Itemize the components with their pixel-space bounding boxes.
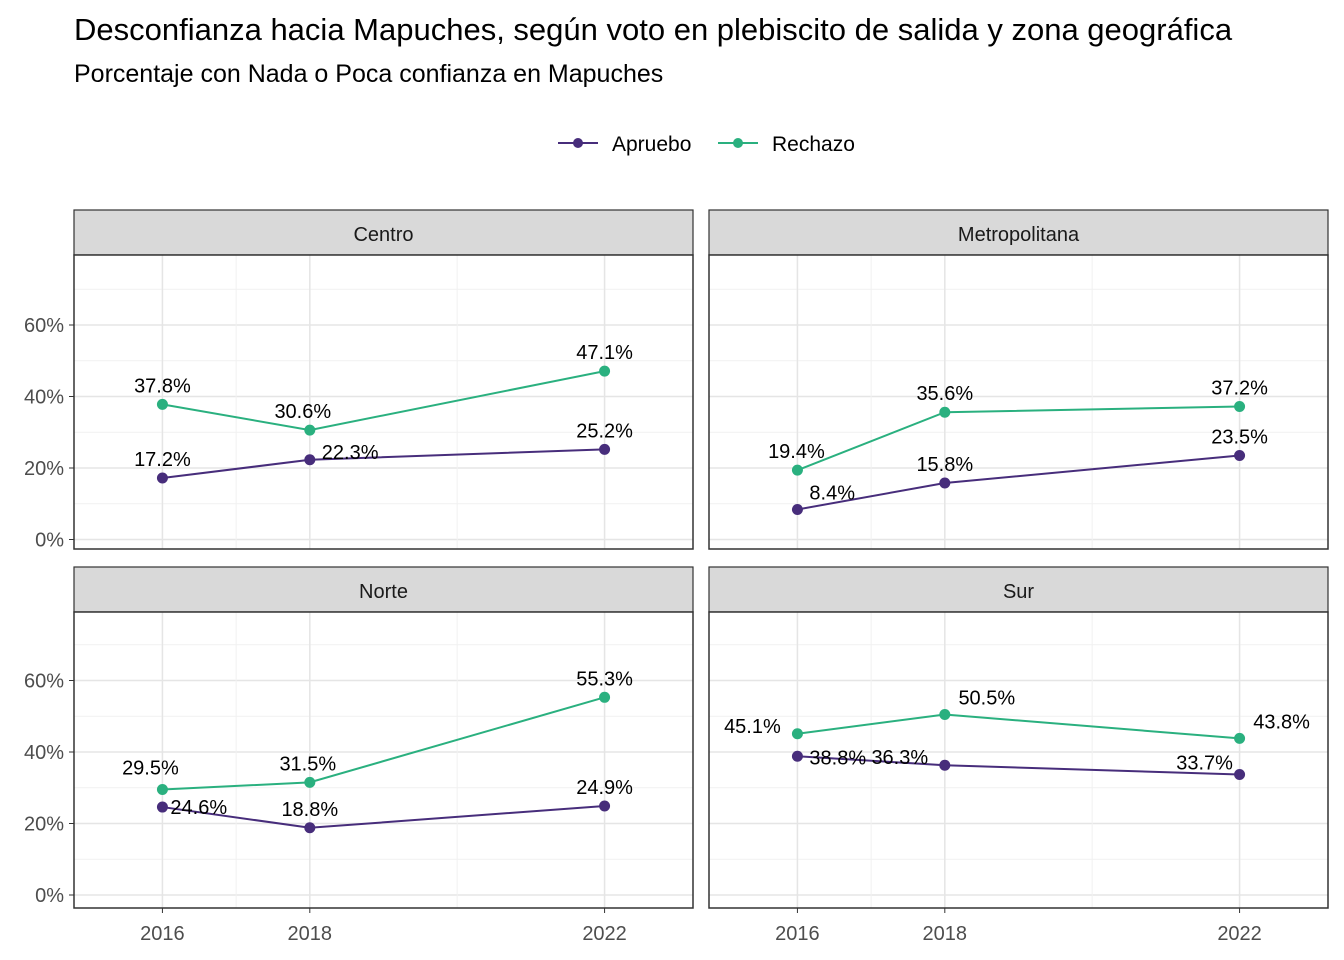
- x-tick-label: 2018: [923, 923, 968, 945]
- facet-border: [73, 611, 694, 909]
- data-label: 30.6%: [274, 401, 331, 423]
- y-tick-label: 60%: [24, 671, 64, 693]
- data-point: [156, 472, 168, 484]
- data-label: 17.2%: [134, 449, 191, 471]
- y-tick-label: 40%: [24, 387, 64, 409]
- y-tick-label: 0%: [35, 530, 64, 552]
- y-tick-label: 20%: [24, 814, 64, 836]
- y-tick-label: 20%: [24, 458, 64, 480]
- x-tick-label: 2022: [582, 923, 627, 945]
- data-label: 37.2%: [1211, 378, 1268, 400]
- facet-label: Metropolitana: [958, 224, 1080, 246]
- data-point: [939, 477, 951, 489]
- facet-label: Norte: [359, 581, 408, 603]
- data-label: 33.7%: [1176, 753, 1233, 775]
- data-point: [156, 398, 168, 410]
- facet-panel: [74, 255, 693, 549]
- chart-title: Desconfianza hacia Mapuches, según voto …: [74, 12, 1233, 47]
- data-point: [939, 406, 951, 418]
- data-point: [1234, 769, 1246, 781]
- data-label: 24.9%: [576, 777, 633, 799]
- facet-label: Sur: [1003, 581, 1034, 603]
- data-point: [791, 728, 803, 740]
- data-label: 37.8%: [134, 375, 191, 397]
- data-point: [599, 691, 611, 703]
- data-point: [599, 443, 611, 455]
- y-tick-label: 0%: [35, 885, 64, 907]
- facet-panel: [74, 612, 693, 908]
- legend-label: Rechazo: [772, 133, 855, 156]
- data-point: [304, 822, 316, 834]
- data-label: 24.6%: [170, 797, 227, 819]
- data-point: [1234, 732, 1246, 744]
- data-label: 36.3%: [871, 747, 928, 769]
- data-label: 29.5%: [122, 758, 179, 780]
- data-label: 8.4%: [809, 482, 855, 504]
- data-label: 35.6%: [916, 383, 973, 405]
- data-point: [791, 503, 803, 515]
- data-label: 47.1%: [576, 342, 633, 364]
- facet-label: Centro: [353, 224, 413, 246]
- data-point: [156, 801, 168, 813]
- data-label: 43.8%: [1253, 711, 1310, 733]
- y-tick-label: 60%: [24, 315, 64, 337]
- data-point: [791, 464, 803, 476]
- data-point: [304, 454, 316, 466]
- y-tick-label: 40%: [24, 742, 64, 764]
- data-point: [939, 759, 951, 771]
- facet-panel: [709, 255, 1328, 549]
- data-label: 23.5%: [1211, 426, 1268, 448]
- data-label: 19.4%: [768, 441, 825, 463]
- legend-key-point: [733, 138, 743, 148]
- facet-strip: [708, 209, 1329, 256]
- data-point: [1234, 449, 1246, 461]
- facet-strip: [708, 566, 1329, 613]
- data-point: [791, 750, 803, 762]
- data-label: 50.5%: [958, 687, 1015, 709]
- data-label: 55.3%: [576, 668, 633, 690]
- legend-label: Apruebo: [612, 133, 691, 156]
- x-tick-label: 2016: [775, 923, 820, 945]
- data-label: 22.3%: [322, 442, 379, 464]
- data-point: [156, 784, 168, 796]
- data-point: [599, 800, 611, 812]
- data-point: [304, 424, 316, 436]
- facet-panel: [709, 612, 1328, 908]
- data-point: [1234, 401, 1246, 413]
- data-point: [304, 776, 316, 788]
- facet-strip: [73, 209, 694, 256]
- data-label: 18.8%: [281, 799, 338, 821]
- data-label: 31.5%: [279, 753, 336, 775]
- facet-strip: [73, 566, 694, 613]
- x-tick-label: 2018: [288, 923, 333, 945]
- facet-border: [708, 254, 1329, 550]
- data-label: 15.8%: [916, 454, 973, 476]
- data-label: 25.2%: [576, 420, 633, 442]
- facet-border: [708, 611, 1329, 909]
- data-point: [939, 708, 951, 720]
- x-tick-label: 2022: [1217, 923, 1262, 945]
- x-tick-label: 2016: [140, 923, 185, 945]
- data-label: 45.1%: [724, 716, 781, 738]
- facet-border: [73, 254, 694, 550]
- data-label: 38.8%: [809, 747, 866, 769]
- legend-key-point: [573, 138, 583, 148]
- data-point: [599, 365, 611, 377]
- chart-subtitle: Porcentaje con Nada o Poca confianza en …: [74, 60, 664, 88]
